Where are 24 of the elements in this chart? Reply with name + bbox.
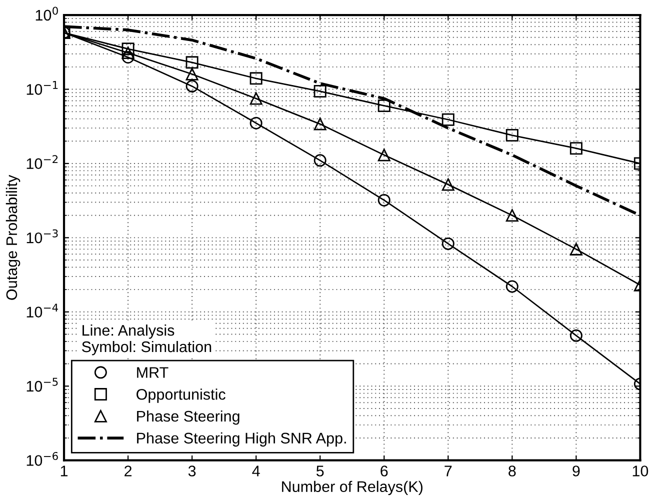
- y-tick-label: 10$^{−6}$: [26, 452, 58, 466]
- x-axis-title: Number of Relays(K): [282, 480, 422, 496]
- y-tick-label: 10$^{0}$: [36, 6, 58, 21]
- y-tick-label: 10$^{−4}$: [26, 304, 58, 318]
- legend-label: MRT: [137, 367, 168, 378]
- x-tick-label: 7: [444, 466, 452, 476]
- annotation: Line: Analysis Symbol: Simulation: [82, 324, 212, 356]
- y-axis-title: Outage Probability: [6, 174, 20, 300]
- x-tick-label: 8: [508, 466, 516, 476]
- y-tick-label: 10$^{−3}$: [26, 229, 58, 244]
- x-tick-label: 4: [252, 466, 260, 476]
- x-tick-label: 9: [572, 466, 580, 476]
- x-tick-label: 5: [316, 466, 324, 476]
- x-tick-label: 10: [632, 466, 648, 476]
- legend-label: Opportunistic: [136, 388, 226, 403]
- y-tick-label: 10$^{−5}$: [26, 378, 58, 392]
- y-tick-label: 10$^{−1}$: [26, 81, 58, 95]
- legend-label: Phase Steering High SNR App.: [137, 432, 346, 447]
- x-tick-label: 6: [380, 466, 388, 476]
- y-tick-label: 10$^{−2}$: [26, 155, 58, 170]
- x-tick-label: 3: [188, 466, 196, 476]
- legend-label: Phase Steering: [137, 410, 240, 425]
- x-tick-label: 1: [60, 466, 68, 476]
- x-tick-label: 2: [124, 466, 132, 476]
